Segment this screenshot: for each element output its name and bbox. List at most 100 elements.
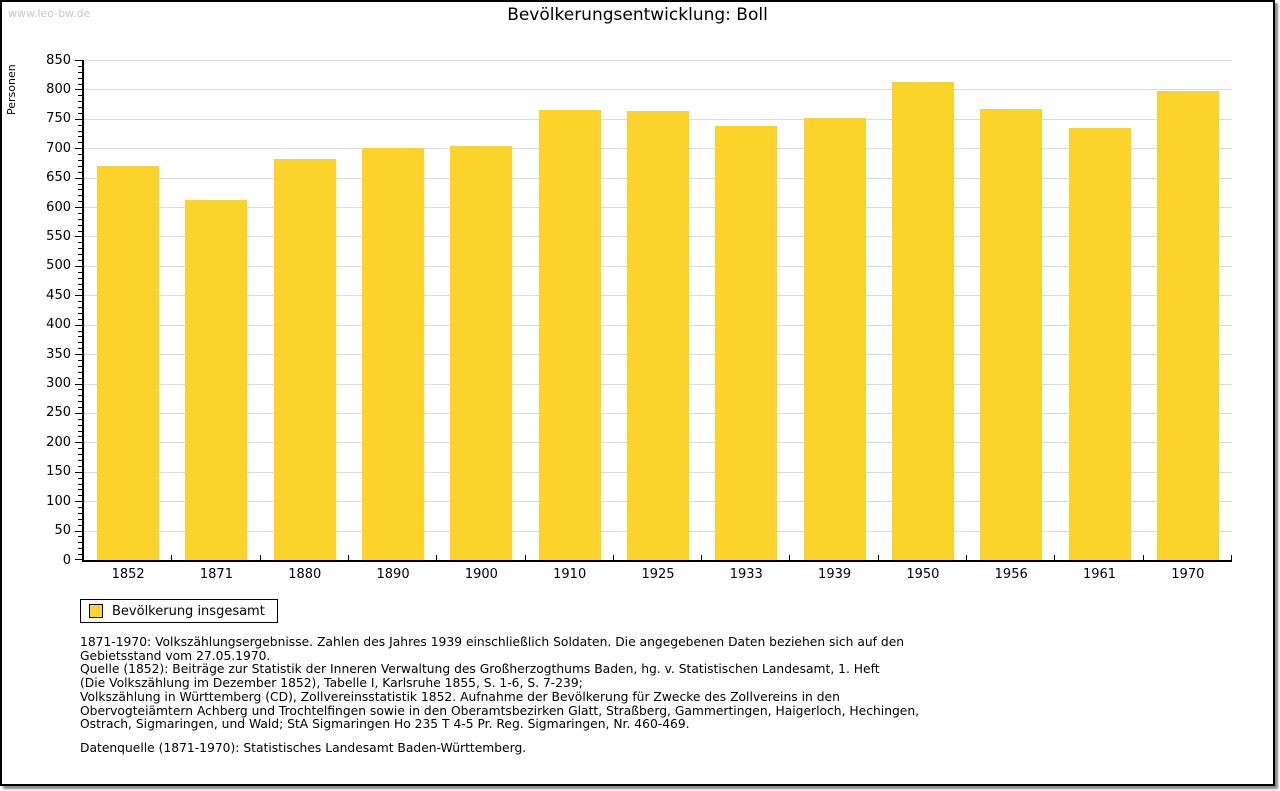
- y-minor-tick: [78, 277, 82, 279]
- y-major-tick: [75, 412, 82, 414]
- bar: [803, 118, 866, 560]
- y-major-tick: [75, 207, 82, 209]
- y-minor-tick: [78, 371, 82, 373]
- x-axis-label: 1950: [906, 567, 940, 582]
- y-minor-tick: [78, 289, 82, 291]
- y-minor-tick: [78, 512, 82, 514]
- gridline: [84, 60, 1232, 61]
- x-axis-label: 1910: [553, 567, 587, 582]
- y-minor-tick: [78, 107, 82, 109]
- y-major-tick: [75, 324, 82, 326]
- y-tick-label: 400: [46, 317, 71, 333]
- y-minor-tick: [78, 101, 82, 103]
- y-minor-tick: [78, 242, 82, 244]
- y-minor-tick: [78, 495, 82, 497]
- y-tick-label: 800: [46, 81, 71, 97]
- x-axis-label: 1933: [729, 567, 763, 582]
- y-major-tick: [75, 442, 82, 444]
- y-minor-tick: [78, 124, 82, 126]
- y-tick-label: 300: [46, 376, 71, 392]
- bar: [362, 147, 425, 560]
- bar: [538, 110, 601, 560]
- y-minor-tick: [78, 83, 82, 85]
- y-minor-tick: [78, 336, 82, 338]
- x-tick: [612, 555, 614, 560]
- x-axis-label: 1956: [994, 567, 1028, 582]
- y-major-tick: [75, 471, 82, 473]
- y-minor-tick: [78, 224, 82, 226]
- y-minor-tick: [78, 536, 82, 538]
- y-minor-tick: [78, 365, 82, 367]
- y-minor-tick: [78, 424, 82, 426]
- y-tick-label: 200: [46, 434, 71, 450]
- y-minor-tick: [78, 183, 82, 185]
- bar: [273, 159, 336, 560]
- y-minor-tick: [78, 430, 82, 432]
- y-major-tick: [75, 60, 82, 61]
- y-minor-tick: [78, 307, 82, 309]
- y-minor-tick: [78, 189, 82, 191]
- x-tick: [524, 555, 526, 560]
- y-minor-tick: [78, 248, 82, 250]
- y-minor-tick: [78, 142, 82, 144]
- y-major-tick: [75, 148, 82, 150]
- y-minor-tick: [78, 454, 82, 456]
- y-minor-tick: [78, 330, 82, 332]
- y-minor-tick: [78, 418, 82, 420]
- bar: [185, 200, 248, 560]
- y-minor-tick: [78, 377, 82, 379]
- y-minor-tick: [78, 171, 82, 173]
- y-minor-tick: [78, 95, 82, 97]
- legend-label: Bevölkerung insgesamt: [112, 603, 265, 619]
- bar: [627, 111, 689, 560]
- y-minor-tick: [78, 195, 82, 197]
- y-minor-tick: [78, 489, 82, 491]
- y-minor-tick: [78, 160, 82, 161]
- y-tick-label: 700: [46, 140, 71, 156]
- y-major-tick: [75, 559, 82, 560]
- y-minor-tick: [78, 318, 82, 320]
- x-tick: [789, 555, 791, 560]
- y-minor-tick: [78, 71, 82, 73]
- bar: [980, 108, 1043, 560]
- gridline: [84, 89, 1232, 91]
- y-major-tick: [75, 354, 82, 356]
- x-tick: [966, 555, 968, 560]
- x-axis-label: 1890: [376, 567, 410, 582]
- y-minor-tick: [78, 342, 82, 344]
- chart-title: Bevölkerungsentwicklung: Boll: [507, 5, 768, 25]
- x-tick: [701, 555, 703, 560]
- y-minor-tick: [78, 130, 82, 132]
- y-minor-tick: [78, 271, 82, 273]
- y-minor-tick: [78, 401, 82, 403]
- y-minor-tick: [78, 542, 82, 544]
- y-minor-tick: [78, 389, 82, 391]
- source-footnotes: 1871-1970: Volkszählungsergebnisse. Zahl…: [80, 635, 920, 732]
- y-tick-label: 550: [46, 228, 71, 244]
- y-minor-tick: [78, 312, 82, 314]
- y-major-tick: [75, 236, 82, 238]
- legend-box: Bevölkerung insgesamt: [80, 599, 278, 623]
- x-tick: [1231, 555, 1232, 560]
- y-tick-label: 150: [46, 464, 71, 480]
- y-minor-tick: [78, 201, 82, 203]
- y-tick-label: 650: [46, 170, 71, 186]
- x-tick: [877, 555, 879, 560]
- y-minor-tick: [78, 230, 82, 232]
- x-axis-label: 1871: [199, 567, 233, 582]
- x-axis-label: 1880: [288, 567, 322, 582]
- y-minor-tick: [78, 360, 82, 361]
- y-minor-tick: [78, 165, 82, 167]
- y-tick-label: 100: [46, 493, 71, 509]
- y-minor-tick: [78, 548, 82, 550]
- y-minor-tick: [78, 395, 82, 397]
- y-tick-label: 500: [46, 258, 71, 274]
- y-minor-tick: [78, 524, 82, 526]
- y-minor-tick: [78, 507, 82, 509]
- y-minor-tick: [78, 518, 82, 520]
- y-tick-label: 350: [46, 346, 71, 362]
- y-minor-tick: [78, 348, 82, 350]
- y-tick-label: 50: [54, 523, 71, 539]
- y-minor-tick: [78, 554, 82, 556]
- datasource-note: Datenquelle (1871-1970): Statistisches L…: [80, 741, 527, 755]
